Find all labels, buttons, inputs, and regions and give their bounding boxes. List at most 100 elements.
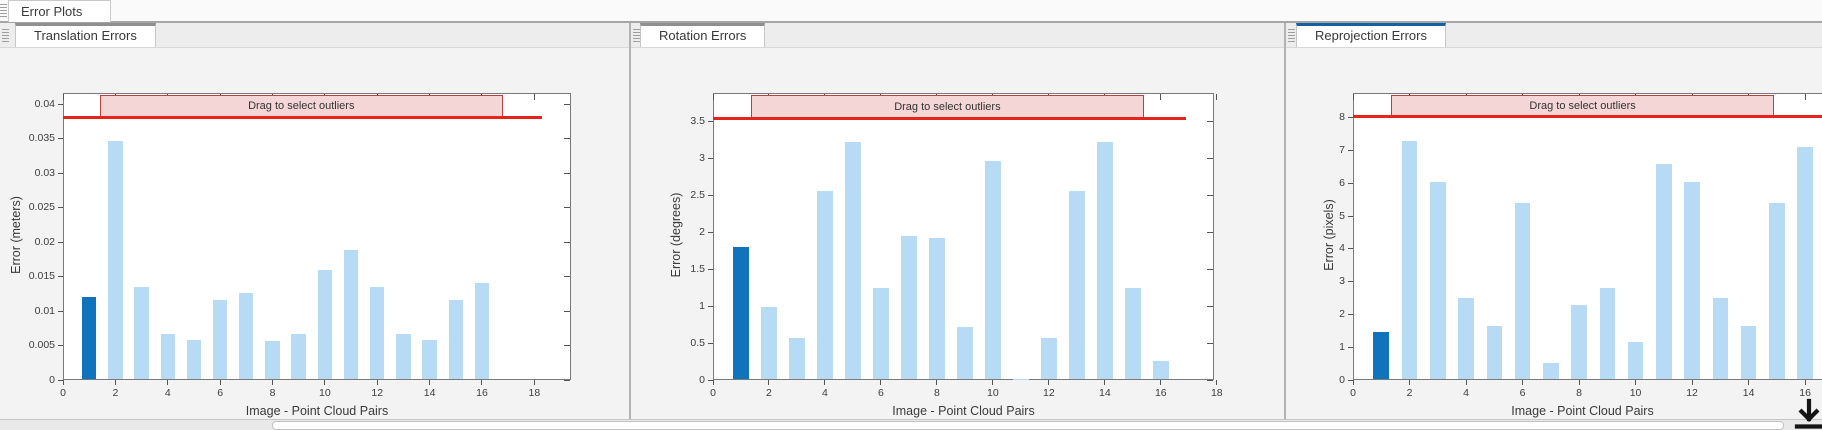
- y-tick: [1348, 281, 1353, 283]
- bar-pair-9[interactable]: [291, 333, 306, 379]
- x-tick-label: 12: [1043, 387, 1055, 399]
- bar-pair-11[interactable]: [343, 250, 359, 379]
- bar-pair-15[interactable]: [448, 299, 463, 379]
- bar-pair-6[interactable]: [873, 287, 889, 379]
- x-tick: [114, 380, 116, 385]
- bar-pair-4[interactable]: [160, 334, 175, 379]
- bar-pair-12[interactable]: [370, 286, 385, 379]
- x-tick: [1048, 380, 1050, 385]
- y-tick: [708, 342, 713, 344]
- y-tick-inner: [564, 207, 570, 209]
- drag-grip-icon[interactable]: [0, 4, 7, 17]
- tab-error-plots[interactable]: Error Plots: [8, 0, 112, 22]
- bar-pair-14[interactable]: [422, 339, 437, 379]
- bar-pair-15[interactable]: [1769, 203, 1785, 379]
- x-tick: [1104, 380, 1106, 385]
- bar-pair-16[interactable]: [474, 283, 490, 379]
- y-tick-label: 0.03: [34, 166, 55, 179]
- bar-pair-14[interactable]: [1097, 141, 1113, 379]
- tab-translation-errors-label: Translation Errors: [34, 28, 137, 43]
- bar-pair-2[interactable]: [1401, 140, 1418, 379]
- figure-panels: Translation Errors 0 0.005 0.01 0.015 0.02 0.…: [0, 23, 1822, 430]
- outlier-threshold-line[interactable]: [1353, 114, 1822, 118]
- bar-pair-16[interactable]: [1797, 147, 1813, 379]
- export-down-arrow-icon[interactable]: [1792, 398, 1822, 430]
- bar-pair-10[interactable]: [317, 269, 333, 379]
- outlier-threshold-line[interactable]: [63, 115, 543, 119]
- bar-pair-4[interactable]: [817, 191, 833, 379]
- bar-pair-7[interactable]: [239, 293, 254, 379]
- bar-pair-2[interactable]: [108, 141, 123, 379]
- y-tick: [1348, 379, 1353, 381]
- x-tick: [768, 380, 770, 385]
- tab-translation-errors[interactable]: Translation Errors: [15, 23, 156, 47]
- x-tick-label: 14: [423, 387, 436, 399]
- outlier-threshold-line[interactable]: [713, 116, 1186, 120]
- bar-pair-1[interactable]: [733, 246, 749, 379]
- x-tick: [1578, 380, 1580, 385]
- x-tick-label: 14: [1098, 387, 1111, 399]
- tab-reprojection-errors[interactable]: Reprojection Errors: [1296, 23, 1446, 47]
- bar-pair-2[interactable]: [761, 306, 777, 379]
- y-tick-inner: [564, 241, 570, 243]
- panel-rotation-errors: Rotation Errors 0 0.5 1 1.5 2 2.5 3 3.5 0 2 4 6 8 10 1…: [629, 23, 1284, 430]
- x-tick: [880, 380, 882, 385]
- horizontal-scrollbar-thumb[interactable]: [272, 421, 1784, 430]
- y-tick-label: 1.5: [690, 262, 705, 275]
- bar-pair-7[interactable]: [901, 235, 917, 379]
- drag-grip-icon[interactable]: [633, 29, 640, 42]
- bar-pair-14[interactable]: [1740, 325, 1757, 379]
- bar-pair-15[interactable]: [1125, 287, 1141, 379]
- bar-pair-6[interactable]: [212, 299, 228, 379]
- bar-pair-1[interactable]: [81, 297, 97, 379]
- bar-pair-5[interactable]: [1486, 325, 1503, 379]
- y-tick: [58, 276, 63, 277]
- x-tick-label: 2: [1406, 387, 1413, 399]
- drag-to-select-outliers-band[interactable]: Drag to select outliers: [99, 95, 503, 118]
- bar-pair-11[interactable]: [1013, 378, 1029, 380]
- bar-pair-16[interactable]: [1153, 360, 1169, 379]
- bar-pair-3[interactable]: [134, 286, 149, 379]
- y-tick-label: 0.035: [28, 132, 55, 145]
- bar-pair-7[interactable]: [1543, 362, 1559, 379]
- x-tick-label: 10: [1629, 387, 1642, 399]
- x-tick-label: 2: [112, 387, 119, 399]
- x-tick-label: 10: [319, 387, 331, 399]
- drag-to-select-outliers-band[interactable]: Drag to select outliers: [750, 95, 1145, 119]
- x-tick: [936, 380, 938, 385]
- drag-grip-icon[interactable]: [2, 29, 9, 42]
- y-tick: [708, 305, 713, 307]
- bar-pair-3[interactable]: [789, 337, 805, 379]
- bar-pair-6[interactable]: [1514, 203, 1531, 379]
- bar-pair-10[interactable]: [985, 161, 1001, 379]
- bar-pair-13[interactable]: [1712, 298, 1729, 379]
- bar-pair-4[interactable]: [1458, 298, 1474, 379]
- bar-pair-10[interactable]: [1627, 342, 1644, 379]
- bar-pair-12[interactable]: [1684, 181, 1700, 379]
- y-tick: [708, 157, 713, 159]
- bar-pair-8[interactable]: [1571, 304, 1587, 379]
- bar-pair-8[interactable]: [265, 341, 280, 379]
- bar-pair-9[interactable]: [957, 326, 973, 379]
- tab-rotation-errors[interactable]: Rotation Errors: [640, 23, 766, 47]
- bar-pair-3[interactable]: [1429, 181, 1446, 379]
- x-tick-label: 8: [269, 387, 276, 399]
- bar-pair-5[interactable]: [845, 141, 861, 379]
- bar-pair-1[interactable]: [1373, 332, 1390, 379]
- y-tick-label: 6: [1339, 176, 1345, 189]
- bar-pair-12[interactable]: [1041, 337, 1057, 379]
- document-tabstrip: Error Plots: [0, 0, 1822, 23]
- y-tick-label: 0.025: [28, 201, 55, 214]
- x-tick-label: 12: [1686, 387, 1698, 399]
- y-tick-inner: [1207, 305, 1213, 307]
- bar-pair-11[interactable]: [1656, 163, 1672, 379]
- drag-to-select-outliers-band[interactable]: Drag to select outliers: [1391, 95, 1774, 117]
- bar-pair-5[interactable]: [186, 339, 202, 379]
- y-tick-inner: [1207, 231, 1213, 233]
- drag-grip-icon[interactable]: [1288, 29, 1295, 42]
- bar-pair-9[interactable]: [1599, 288, 1616, 379]
- bar-pair-13[interactable]: [1069, 191, 1085, 379]
- x-tick: [1160, 380, 1162, 385]
- bar-pair-13[interactable]: [396, 334, 411, 379]
- bar-pair-8[interactable]: [929, 237, 945, 379]
